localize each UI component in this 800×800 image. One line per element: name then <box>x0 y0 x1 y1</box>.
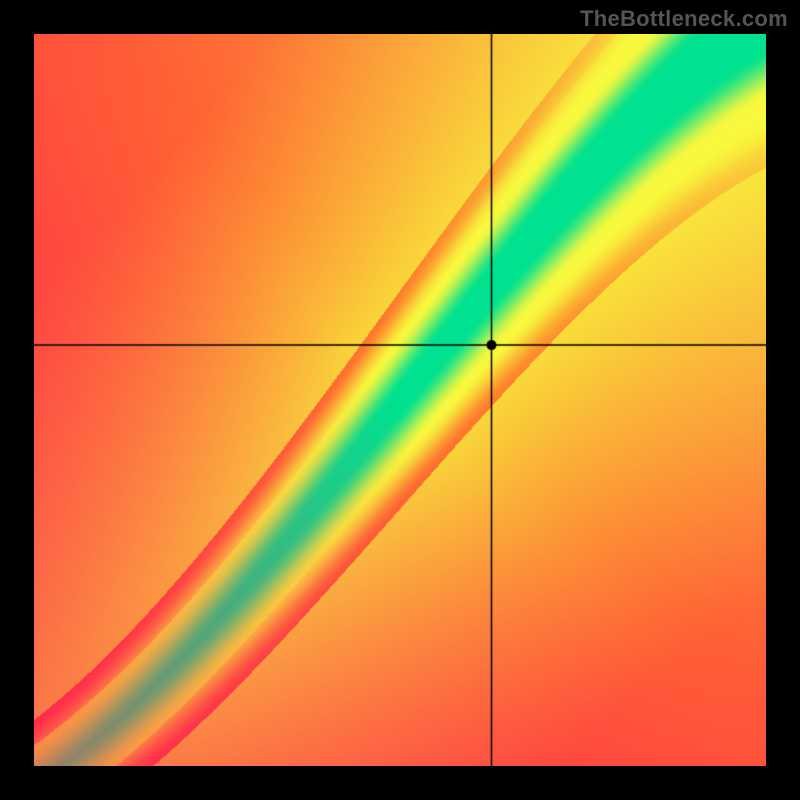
watermark: TheBottleneck.com <box>580 6 788 32</box>
bottleneck-heatmap <box>34 34 766 766</box>
chart-container: TheBottleneck.com <box>0 0 800 800</box>
